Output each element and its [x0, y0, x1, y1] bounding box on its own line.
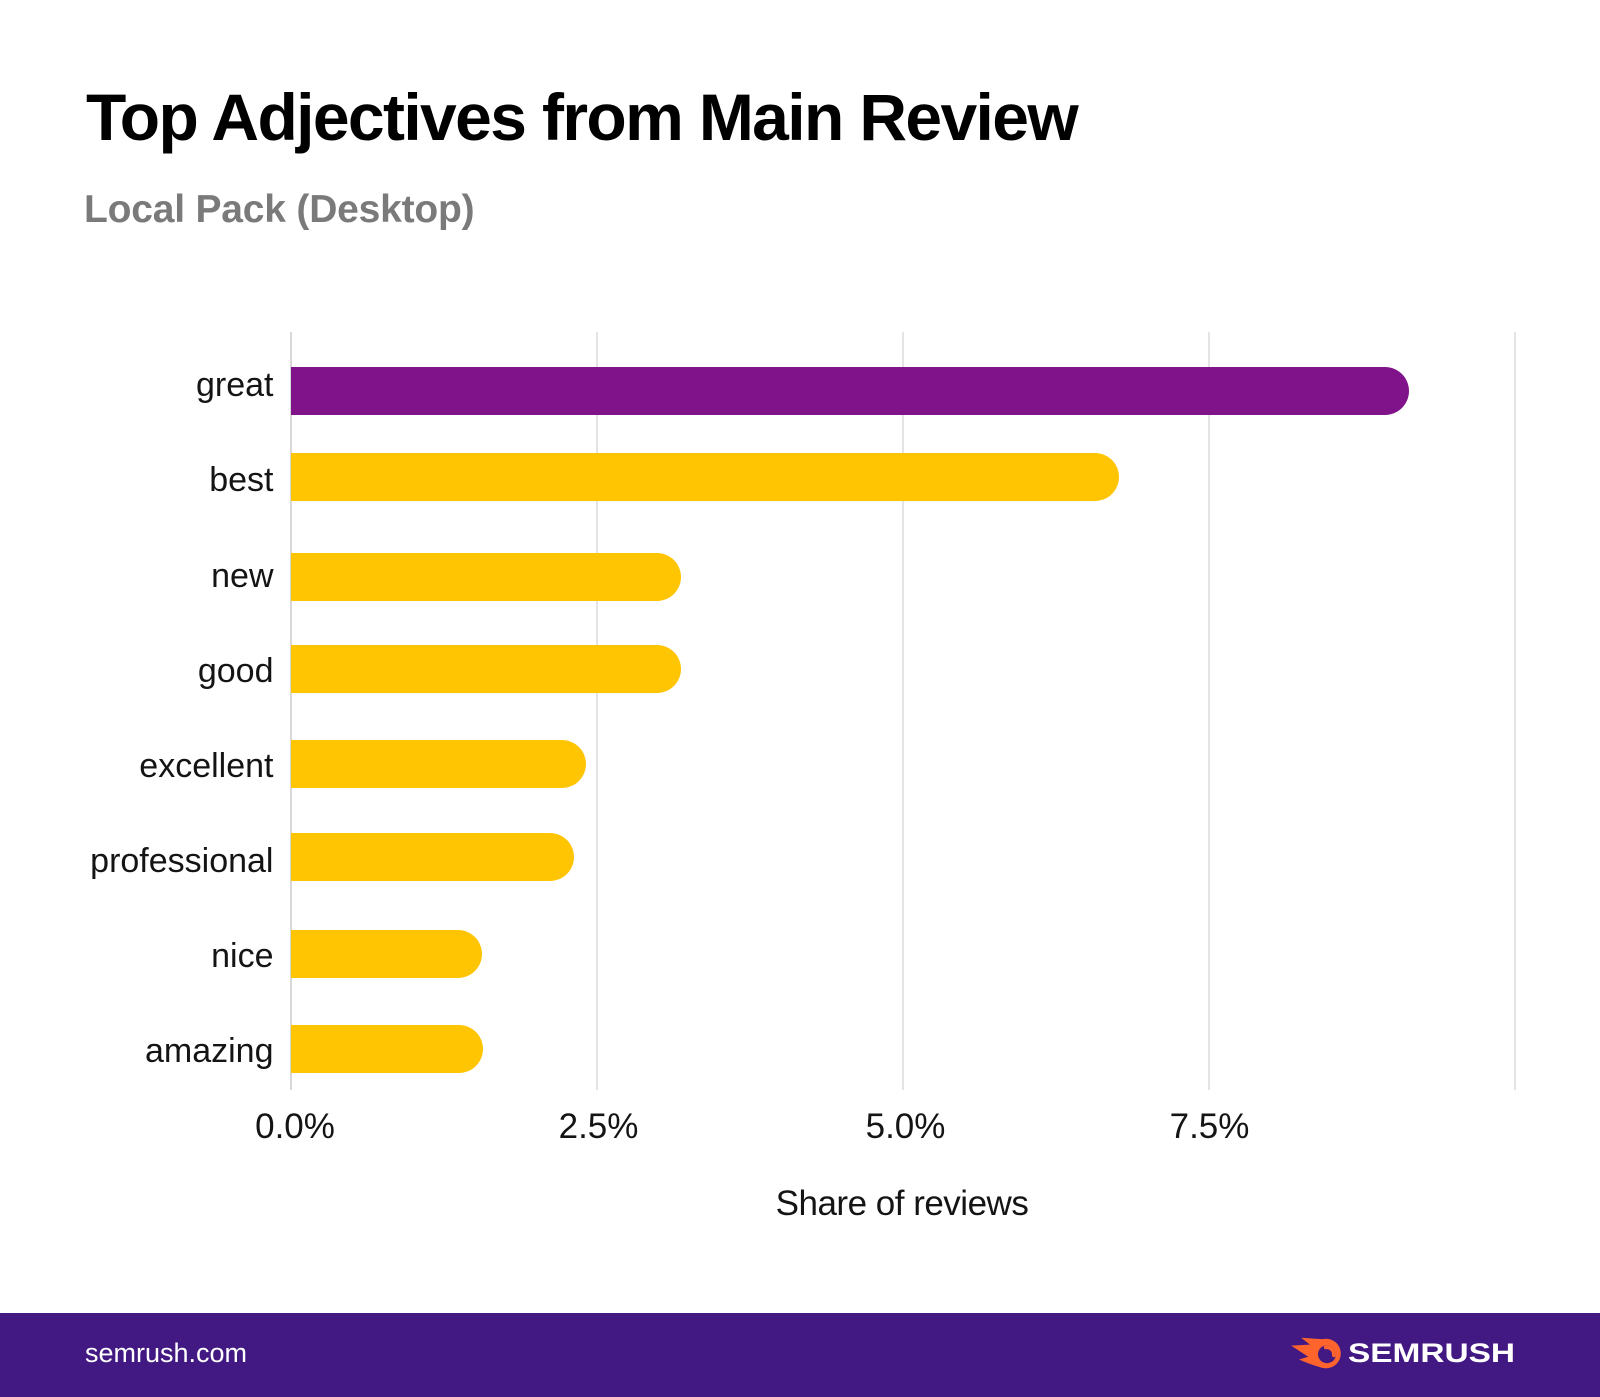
svg-text:SEMRUSH: SEMRUSH [1348, 1338, 1515, 1368]
